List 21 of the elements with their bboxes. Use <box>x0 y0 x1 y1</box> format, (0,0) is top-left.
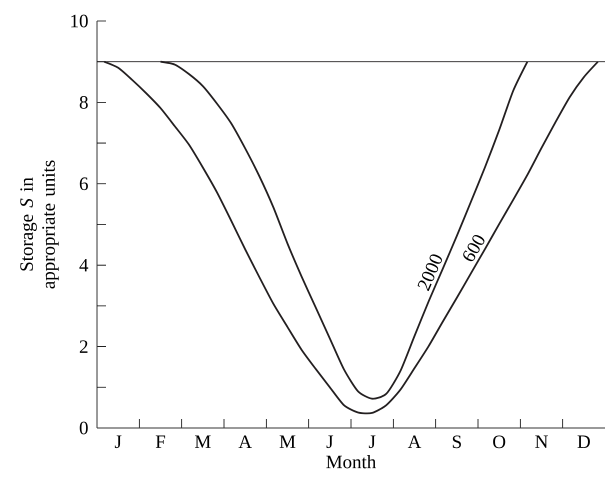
x-tick-label: M <box>280 435 296 448</box>
y-tick-label: 6 <box>80 177 88 190</box>
y-tick-label: 8 <box>80 96 88 109</box>
x-axis-title: Month <box>326 455 376 468</box>
text: 2000 <box>418 254 442 292</box>
y-tick-label: 2 <box>80 340 88 353</box>
x-tick-label: J <box>368 435 376 448</box>
text: 600 <box>463 234 484 262</box>
x-tick-label: O <box>493 435 506 448</box>
y-tick-label: 0 <box>80 422 88 434</box>
x-tick-label: A <box>408 436 422 448</box>
x-tick-label: A <box>238 436 252 448</box>
x-tick-label: D <box>578 435 590 448</box>
x-tick-label: S <box>452 435 461 448</box>
x-tick-label: J <box>114 435 122 448</box>
x-tick-label: J <box>326 435 334 448</box>
x-tick-label: N <box>535 435 548 448</box>
x-tick-label: M <box>194 435 211 448</box>
y-tick-label: 10 <box>71 14 88 28</box>
x-tick-label: F <box>156 435 166 448</box>
y-tick-label: 4 <box>79 258 88 272</box>
